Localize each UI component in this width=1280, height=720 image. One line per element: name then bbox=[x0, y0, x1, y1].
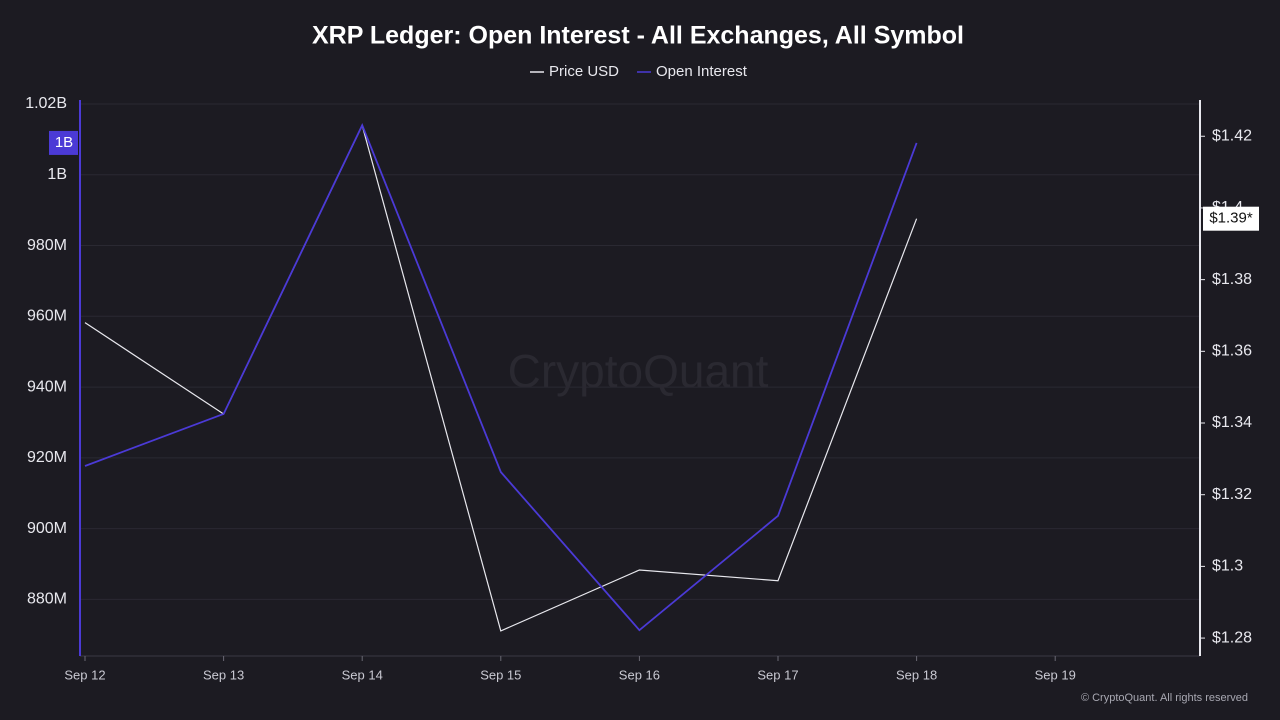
x-tick-label: Sep 16 bbox=[619, 667, 660, 682]
y-tick-label: 1.02B bbox=[25, 95, 67, 112]
y2-tick-label: $1.42 bbox=[1212, 127, 1252, 144]
y2-tick-label: $1.28 bbox=[1212, 629, 1252, 646]
y-tick-label: 980M bbox=[27, 237, 67, 254]
y2-tick-label: $1.38 bbox=[1212, 271, 1252, 288]
chart-title: XRP Ledger: Open Interest - All Exchange… bbox=[312, 22, 964, 50]
x-tick-label: Sep 19 bbox=[1035, 667, 1076, 682]
y2-tick-label: $1.32 bbox=[1212, 486, 1252, 503]
last-value-label: $1.39* bbox=[1209, 210, 1253, 227]
x-tick-label: Sep 13 bbox=[203, 667, 244, 682]
x-tick-label: Sep 12 bbox=[64, 667, 105, 682]
watermark: CryptoQuant bbox=[508, 345, 769, 397]
x-tick-label: Sep 14 bbox=[342, 667, 383, 682]
last-value-badge bbox=[49, 130, 78, 155]
last-value-badge bbox=[1203, 206, 1259, 231]
y-tick-label: 940M bbox=[27, 378, 67, 395]
y-tick-label: 900M bbox=[27, 520, 67, 537]
x-tick-label: Sep 15 bbox=[480, 667, 521, 682]
y-tick-label: 920M bbox=[27, 449, 67, 466]
x-tick-label: Sep 17 bbox=[757, 667, 798, 682]
y-tick-label: 880M bbox=[27, 591, 67, 608]
y2-tick-label: $1.3 bbox=[1212, 558, 1243, 575]
series-line bbox=[84, 123, 918, 632]
footer: © CryptoQuant. All rights reserved bbox=[1081, 692, 1248, 704]
y-tick-label: 960M bbox=[27, 308, 67, 325]
series-line bbox=[84, 122, 918, 632]
y-tick-label: 1B bbox=[47, 166, 67, 183]
legend-label: Price USD bbox=[549, 63, 619, 80]
y2-tick-label: $1.36 bbox=[1212, 343, 1252, 360]
last-value-label: 1B bbox=[55, 134, 73, 151]
y2-tick-label: $1.34 bbox=[1212, 414, 1252, 431]
legend-label: Open Interest bbox=[656, 63, 748, 80]
x-tick-label: Sep 18 bbox=[896, 667, 937, 682]
